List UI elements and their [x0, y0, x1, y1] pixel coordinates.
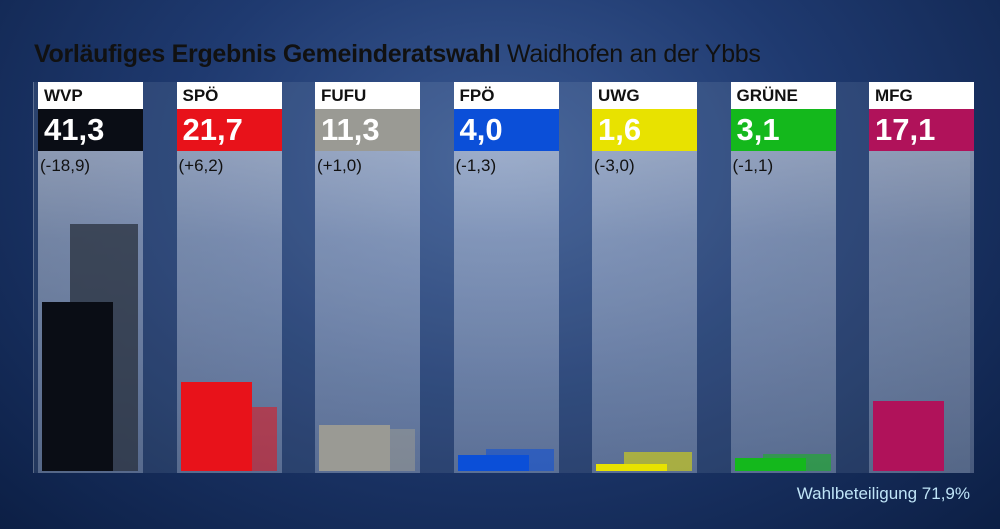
party-change-label: (-1,1) — [732, 156, 774, 175]
chart-title-main: Vorläufiges Ergebnis Gemeinderatswahl — [34, 40, 501, 68]
party-name-label: UWG — [592, 82, 697, 109]
party-change-label: (+6,2) — [178, 156, 224, 175]
party-value-label: 4,0 — [453, 109, 559, 151]
current-result-bar — [457, 454, 529, 471]
current-result-bar — [734, 458, 806, 471]
party-value-label: 1,6 — [592, 109, 697, 151]
party-change-label: (-1,3) — [455, 156, 497, 175]
chart-title: Vorläufiges Ergebnis Gemeinderatswahl Wa… — [34, 40, 761, 69]
party-name-label: GRÜNE — [730, 82, 836, 109]
party-change-label: (+1,0) — [317, 156, 362, 175]
party-value-label: 17,1 — [869, 109, 974, 151]
chart-title-sub: Waidhofen an der Ybbs — [507, 40, 761, 68]
party-value-label: 21,7 — [176, 109, 282, 151]
current-result-bar — [180, 382, 252, 471]
current-result-bar — [873, 400, 944, 471]
party-name-label: SPÖ — [176, 82, 282, 109]
current-result-bar — [319, 424, 390, 471]
party-name-label: WVP — [38, 82, 143, 109]
party-value-label: 3,1 — [730, 109, 836, 151]
turnout-text: Wahlbeteiligung — [796, 484, 918, 503]
turnout-label: Wahlbeteiligung 71,9% — [797, 484, 970, 504]
party-change-label: (-3,0) — [594, 156, 635, 175]
party-change-label: (-18,9) — [40, 156, 91, 175]
party-name-label: FPÖ — [453, 82, 559, 109]
party-value-label: 11,3 — [315, 109, 420, 151]
current-result-bar — [42, 301, 113, 471]
chart-panel: WVP 41,3 (-18,9) SPÖ 21,7 (+6,2) FUFU 11,3 (+1,0… — [33, 82, 974, 473]
party-name-label: FUFU — [315, 82, 420, 109]
turnout-value: 71,9% — [921, 484, 970, 503]
party-name-label: MFG — [869, 82, 974, 109]
current-result-bar — [596, 464, 667, 471]
party-value-label: 41,3 — [38, 109, 143, 151]
